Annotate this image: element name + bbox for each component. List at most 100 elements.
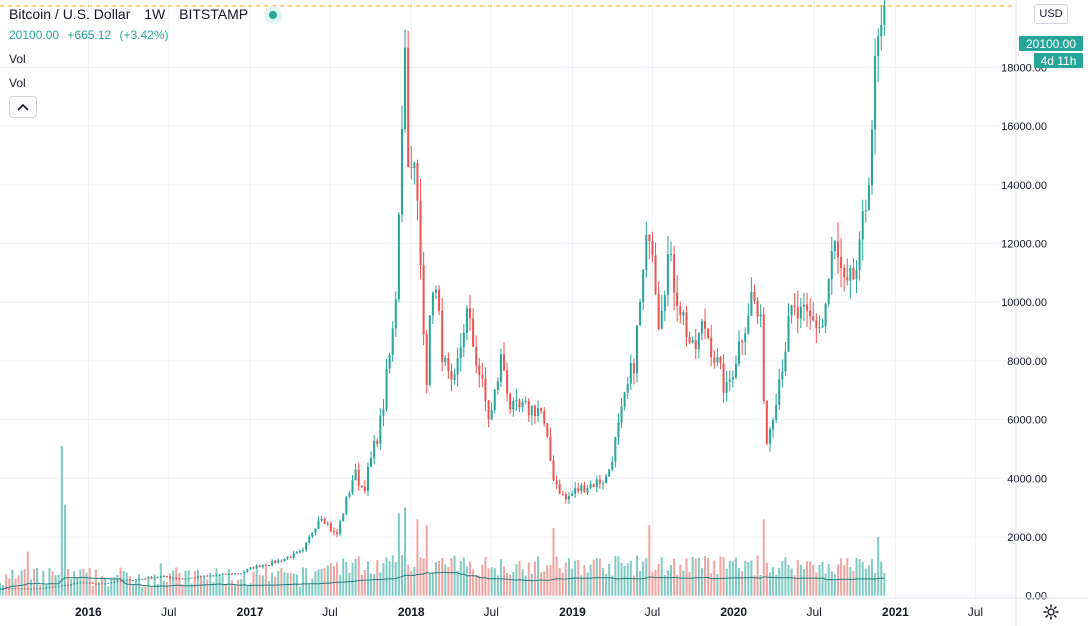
candle	[277, 558, 280, 564]
candle-body	[765, 401, 768, 444]
volume-bar	[818, 564, 821, 596]
candle-body	[156, 577, 159, 579]
candle	[629, 354, 632, 391]
candle	[271, 559, 274, 567]
volume-bar	[60, 446, 63, 596]
volume-bar	[438, 560, 441, 596]
candle	[428, 315, 431, 387]
candle-body	[685, 312, 688, 338]
volume-legend-2[interactable]: Vol	[9, 76, 26, 90]
candle-body	[734, 363, 737, 378]
volume-bar	[274, 576, 277, 596]
candle	[131, 579, 134, 582]
candle	[193, 577, 196, 579]
volume-bar	[91, 585, 94, 596]
candle-body	[363, 486, 366, 491]
volume-bar	[738, 568, 741, 596]
candle-body	[858, 239, 861, 270]
volume-bar	[772, 567, 775, 596]
candle	[669, 241, 673, 262]
volume-bar	[20, 570, 23, 596]
candle	[833, 240, 836, 260]
time-axis: 2016 Jul 2017 Jul 2018 Jul 2019 Jul 2020 Jul 2021 J…	[0, 597, 1088, 619]
candle-body	[818, 327, 821, 329]
currency-button[interactable]: USD	[1034, 4, 1068, 24]
candle	[113, 581, 116, 584]
volume-bar	[94, 569, 97, 596]
candle-body	[209, 575, 212, 577]
candle	[493, 388, 496, 414]
candle-body	[543, 411, 546, 424]
candle-body	[388, 354, 391, 369]
volume-bar	[555, 556, 558, 596]
candle	[141, 578, 144, 580]
candle	[88, 582, 91, 584]
candle	[295, 550, 298, 554]
candle-body	[465, 308, 468, 333]
candle	[552, 455, 555, 482]
candle-body	[107, 582, 110, 584]
candle	[843, 264, 846, 292]
candle	[864, 199, 867, 223]
candle	[119, 579, 122, 582]
candle	[354, 463, 357, 481]
volume-bar	[781, 561, 784, 596]
symbol-header[interactable]: Bitcoin / U.S. Dollar 1W BITSTAMP	[9, 6, 258, 22]
candle	[45, 587, 48, 589]
candle	[39, 587, 42, 590]
live-status-icon[interactable]	[264, 6, 282, 24]
candle-body	[567, 496, 570, 500]
volume-bar	[237, 579, 240, 596]
candle	[546, 422, 549, 439]
candle-body	[26, 588, 29, 590]
candle-body	[391, 328, 394, 355]
candle-body	[682, 312, 685, 316]
candle-body	[190, 577, 193, 579]
volume-bar	[688, 572, 691, 596]
candle-body	[694, 340, 697, 350]
volume-legend-1[interactable]: Vol	[9, 52, 26, 66]
volume-bar	[178, 572, 181, 596]
candle-body	[45, 587, 48, 589]
candle-body	[744, 333, 747, 342]
candle-body	[227, 573, 230, 575]
candle-body	[342, 514, 345, 522]
collapse-legend-button[interactable]	[9, 96, 37, 118]
candle	[543, 407, 546, 427]
candle-body	[128, 579, 131, 581]
gear-icon[interactable]	[1043, 604, 1059, 620]
volume-bar	[332, 566, 335, 596]
volume-bar	[141, 587, 144, 596]
candle-body	[796, 307, 799, 319]
candle	[144, 577, 147, 580]
volume-bar	[54, 575, 57, 596]
volume-bar	[444, 564, 447, 596]
candle	[51, 586, 54, 589]
candle	[676, 275, 679, 322]
volume-bar	[707, 558, 710, 596]
candle-body	[546, 423, 549, 437]
volume-bar	[793, 575, 796, 596]
time-tick-label: 2016	[75, 605, 102, 619]
volume-bar	[336, 562, 339, 596]
candle	[385, 358, 388, 412]
candle	[400, 105, 403, 223]
candle-body	[91, 582, 94, 584]
price-tick-label: 0.00	[1026, 591, 1047, 603]
candle-body	[537, 408, 540, 416]
candle	[654, 242, 657, 296]
candle	[20, 588, 23, 590]
volume-bar	[280, 567, 283, 596]
candle	[394, 291, 397, 338]
volume-bar	[150, 587, 153, 596]
candle-body	[874, 56, 877, 130]
candle	[101, 583, 104, 585]
candle	[710, 324, 713, 367]
volume-bar	[762, 519, 765, 596]
volume-bar	[366, 561, 369, 596]
volume-bar	[234, 584, 237, 596]
candle	[156, 576, 159, 579]
candle-body	[0, 588, 2, 590]
candle-body	[431, 292, 434, 316]
